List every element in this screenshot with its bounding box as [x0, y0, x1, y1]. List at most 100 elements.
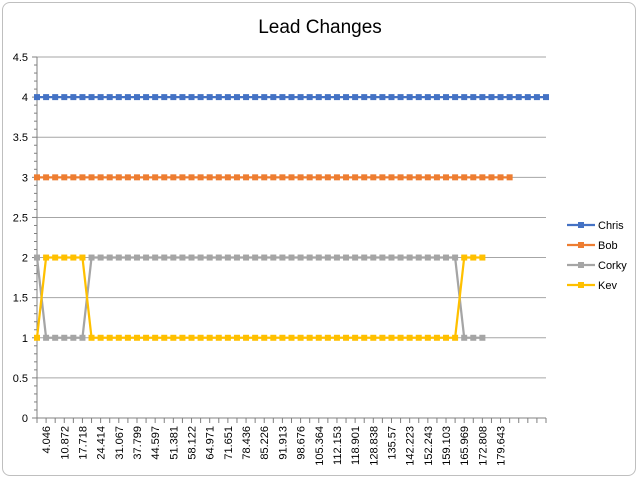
data-point	[124, 94, 131, 101]
data-point	[388, 254, 395, 261]
data-point	[324, 334, 331, 341]
y-tick-label: 4.5	[13, 52, 28, 64]
data-point	[452, 334, 459, 341]
data-point	[315, 254, 322, 261]
x-tick-label: 17.718	[77, 426, 89, 460]
data-point	[124, 334, 131, 341]
data-point	[406, 174, 413, 181]
data-point	[97, 174, 104, 181]
data-point	[506, 174, 513, 181]
data-point	[315, 334, 322, 341]
data-point	[433, 94, 440, 101]
data-point	[324, 254, 331, 261]
data-point	[379, 334, 386, 341]
data-point	[443, 254, 450, 261]
legend-label: Bob	[598, 240, 618, 252]
data-point	[206, 94, 213, 101]
data-point	[261, 254, 268, 261]
data-point	[315, 94, 322, 101]
data-point	[243, 334, 250, 341]
data-point	[470, 334, 477, 341]
data-point	[352, 254, 359, 261]
data-point	[233, 174, 240, 181]
legend-label: Corky	[598, 260, 627, 272]
data-point	[524, 94, 531, 101]
data-point	[206, 334, 213, 341]
data-point	[497, 94, 504, 101]
x-tick-label: 179.643	[496, 426, 508, 466]
data-point	[470, 254, 477, 261]
legend-item-chris: Chris	[567, 220, 624, 232]
x-tick-label: 10.872	[59, 426, 71, 460]
data-point	[506, 94, 513, 101]
data-point	[188, 254, 195, 261]
data-point	[224, 94, 231, 101]
data-point	[324, 94, 331, 101]
data-point	[115, 94, 122, 101]
legend-marker	[578, 282, 584, 288]
x-tick-label: 64.971	[205, 426, 217, 460]
data-point	[97, 254, 104, 261]
x-tick-label: 78.436	[241, 426, 253, 460]
data-point	[533, 94, 540, 101]
data-point	[424, 174, 431, 181]
x-tick-label: 112.153	[332, 426, 344, 465]
data-point	[34, 94, 40, 101]
data-point	[161, 94, 168, 101]
y-tick-label: 0	[22, 413, 28, 425]
series-chris	[34, 94, 549, 101]
series-corky	[34, 254, 486, 341]
data-point	[315, 174, 322, 181]
data-point	[443, 174, 450, 181]
legend-label: Chris	[598, 220, 624, 232]
data-point	[343, 174, 350, 181]
data-point	[397, 334, 404, 341]
data-point	[261, 94, 268, 101]
data-point	[197, 254, 204, 261]
data-point	[70, 334, 77, 341]
data-point	[106, 254, 113, 261]
data-point	[406, 254, 413, 261]
data-point	[179, 334, 186, 341]
data-point	[370, 334, 377, 341]
data-point	[370, 174, 377, 181]
x-tick-label: 165.969	[459, 426, 471, 466]
x-tick-label: 135.57	[386, 426, 398, 460]
data-point	[252, 94, 259, 101]
data-point	[452, 254, 459, 261]
data-point	[424, 334, 431, 341]
data-point	[415, 334, 422, 341]
data-point	[106, 174, 113, 181]
data-point	[306, 334, 313, 341]
data-point	[52, 334, 59, 341]
data-point	[43, 94, 50, 101]
data-point	[152, 254, 159, 261]
data-point	[397, 94, 404, 101]
y-tick-label: 3.5	[13, 132, 28, 144]
y-axis: 0 0.5 1 1.5 2 2.5 3 3.5 4 4.5	[13, 52, 38, 425]
data-point	[361, 254, 368, 261]
data-point	[115, 174, 122, 181]
chart-frame	[2, 2, 636, 476]
data-point	[161, 174, 168, 181]
data-point	[406, 94, 413, 101]
legend-label: Kev	[598, 280, 617, 292]
data-point	[361, 174, 368, 181]
data-point	[179, 174, 186, 181]
data-point	[261, 174, 268, 181]
data-point	[88, 334, 95, 341]
data-point	[34, 174, 40, 181]
data-point	[388, 94, 395, 101]
data-point	[97, 334, 104, 341]
x-tick-label: 128.838	[368, 426, 380, 466]
data-point	[197, 94, 204, 101]
data-point	[270, 94, 277, 101]
data-point	[443, 94, 450, 101]
data-point	[288, 334, 295, 341]
data-point	[233, 254, 240, 261]
data-point	[543, 94, 549, 101]
data-point	[424, 254, 431, 261]
legend-marker	[578, 222, 584, 228]
data-point	[152, 94, 159, 101]
data-point	[143, 254, 150, 261]
